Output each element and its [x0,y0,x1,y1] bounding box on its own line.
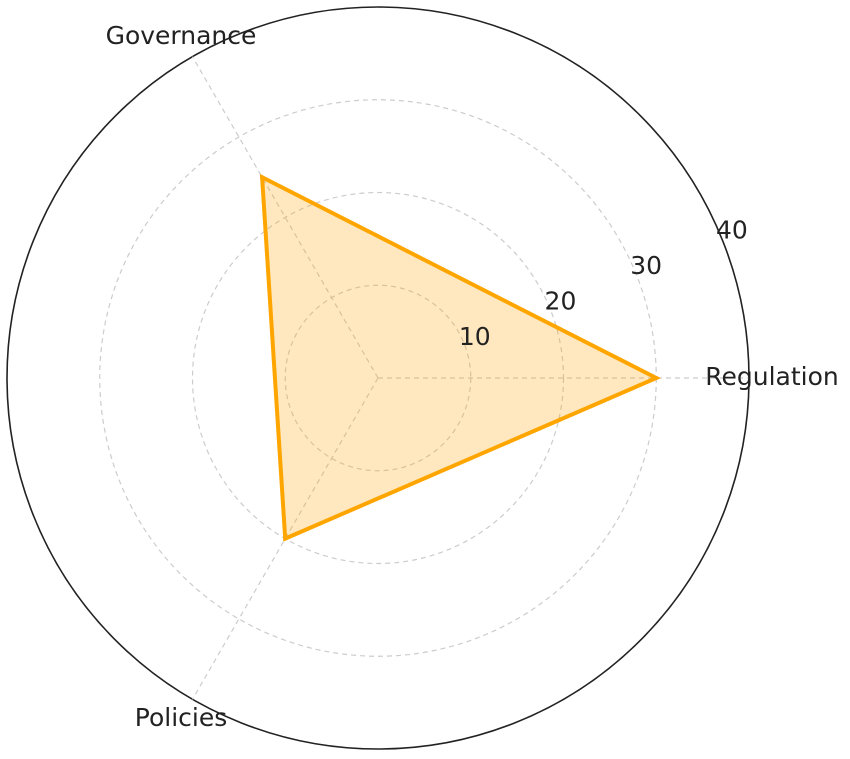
r-tick-label: 30 [630,251,662,280]
spoke [191,56,379,379]
spoke [191,377,379,700]
grid-ring [191,191,565,565]
radar-area [259,173,661,542]
category-label: Regulation [705,362,839,391]
r-tick-label: 10 [459,322,491,351]
category-label: Policies [135,703,227,732]
category-label: Governance [106,21,257,50]
r-tick-label: 40 [716,215,748,244]
r-tick-label: 20 [545,286,577,315]
radar-vertex [283,536,288,541]
radar-vertex [260,175,265,180]
radar-vertex [654,376,659,380]
